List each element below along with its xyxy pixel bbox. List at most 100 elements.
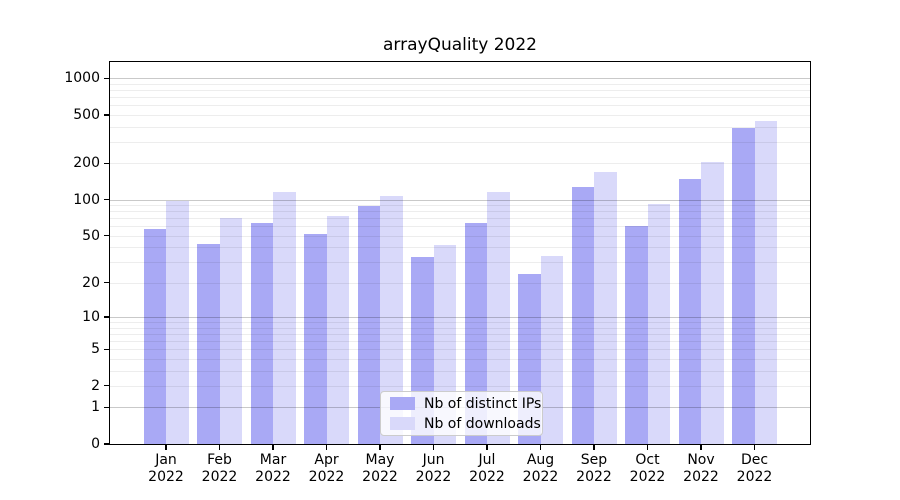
y-gridline-minor xyxy=(110,262,810,263)
y-gridline-minor xyxy=(110,115,810,116)
y-gridline-minor xyxy=(110,211,810,212)
y-tick-label: 5 xyxy=(42,340,100,358)
y-tick-label: 0 xyxy=(42,435,100,453)
y-tick-mark xyxy=(104,199,109,200)
x-tick-label-month: Mar xyxy=(243,452,303,469)
y-gridline-minor xyxy=(110,226,810,227)
y-gridline-minor xyxy=(110,105,810,106)
legend-label-downloads: Nb of downloads xyxy=(424,416,541,432)
x-tick-label-month: Feb xyxy=(190,452,250,469)
y-tick-label: 50 xyxy=(42,227,100,245)
y-gridline-minor xyxy=(110,371,810,372)
x-tick-label: Jun2022 xyxy=(404,452,464,485)
y-tick-label: 500 xyxy=(42,106,100,124)
y-gridline-minor xyxy=(110,349,810,350)
legend-swatch-downloads xyxy=(390,417,415,430)
x-tick-label-year: 2022 xyxy=(136,469,196,486)
x-tick-label-month: May xyxy=(350,452,410,469)
x-tick-label-year: 2022 xyxy=(350,469,410,486)
x-tick-mark xyxy=(540,445,541,450)
y-tick-mark xyxy=(104,385,109,386)
x-tick-mark xyxy=(593,445,594,450)
x-tick-mark xyxy=(326,445,327,450)
chart-title: arrayQuality 2022 xyxy=(110,35,810,55)
y-tick-mark xyxy=(104,407,109,408)
x-tick-label: Dec2022 xyxy=(725,452,785,485)
y-gridline-major xyxy=(110,78,810,79)
x-tick-label-month: Oct xyxy=(618,452,678,469)
x-tick-mark xyxy=(379,445,380,450)
x-tick-label-month: Dec xyxy=(725,452,785,469)
x-tick-label-month: Jan xyxy=(136,452,196,469)
y-gridline-minor xyxy=(110,283,810,284)
y-tick-label: 1000 xyxy=(42,69,100,87)
x-tick-label-year: 2022 xyxy=(618,469,678,486)
x-tick-label: Mar2022 xyxy=(243,452,303,485)
legend-swatch-distinct-ips xyxy=(390,397,415,410)
bar-distinct-ips-dec xyxy=(732,128,755,444)
x-tick-label: Apr2022 xyxy=(297,452,357,485)
x-tick-label: Sep2022 xyxy=(564,452,624,485)
legend: Nb of distinct IPs Nb of downloads xyxy=(380,391,543,436)
x-tick-label-year: 2022 xyxy=(725,469,785,486)
bar-downloads-nov xyxy=(701,162,724,444)
x-tick-label-month: Aug xyxy=(511,452,571,469)
x-tick-label: Aug2022 xyxy=(511,452,571,485)
y-tick-label: 20 xyxy=(42,274,100,292)
x-tick-mark xyxy=(219,445,220,450)
y-gridline-minor xyxy=(110,322,810,323)
x-tick-label-year: 2022 xyxy=(404,469,464,486)
x-tick-mark xyxy=(647,445,648,450)
x-tick-label-month: Sep xyxy=(564,452,624,469)
bar-downloads-sep xyxy=(594,172,617,444)
x-tick-mark xyxy=(754,445,755,450)
y-tick-label: 100 xyxy=(42,191,100,209)
x-tick-mark xyxy=(700,445,701,450)
y-gridline-minor xyxy=(110,84,810,85)
x-tick-label: May2022 xyxy=(350,452,410,485)
x-tick-label: Jul2022 xyxy=(457,452,517,485)
x-tick-label-month: Apr xyxy=(297,452,357,469)
x-tick-label-month: Jul xyxy=(457,452,517,469)
y-gridline-minor xyxy=(110,328,810,329)
bar-downloads-feb xyxy=(220,218,243,444)
x-tick-label-year: 2022 xyxy=(457,469,517,486)
y-tick-label: 200 xyxy=(42,154,100,172)
y-tick-mark xyxy=(104,78,109,79)
x-tick-label: Feb2022 xyxy=(190,452,250,485)
y-gridline-minor xyxy=(110,359,810,360)
plot-area: 10005002001005020105210Jan2022Feb2022Mar… xyxy=(110,62,810,444)
y-gridline-minor xyxy=(110,236,810,237)
bar-distinct-ips-feb xyxy=(197,244,220,444)
x-tick-label-year: 2022 xyxy=(671,469,731,486)
y-gridline-minor xyxy=(110,90,810,91)
x-tick-label-year: 2022 xyxy=(243,469,303,486)
y-gridline-minor xyxy=(110,205,810,206)
y-gridline-minor xyxy=(110,334,810,335)
y-tick-label: 1 xyxy=(42,398,100,416)
y-gridline-minor xyxy=(110,142,810,143)
x-tick-mark xyxy=(165,445,166,450)
y-gridline-major xyxy=(110,317,810,318)
y-gridline-minor xyxy=(110,247,810,248)
legend-label-distinct-ips: Nb of distinct IPs xyxy=(424,396,541,412)
x-tick-mark xyxy=(272,445,273,450)
x-tick-label-year: 2022 xyxy=(297,469,357,486)
x-tick-label-month: Jun xyxy=(404,452,464,469)
y-tick-mark xyxy=(104,114,109,115)
bar-downloads-apr xyxy=(327,216,350,444)
x-tick-label: Jan2022 xyxy=(136,452,196,485)
y-tick-mark xyxy=(104,316,109,317)
legend-row-distinct-ips: Nb of distinct IPs xyxy=(390,396,542,412)
y-tick-mark xyxy=(104,235,109,236)
x-tick-label-month: Nov xyxy=(671,452,731,469)
x-tick-label-year: 2022 xyxy=(564,469,624,486)
y-gridline-minor xyxy=(110,341,810,342)
y-gridline-minor xyxy=(110,127,810,128)
y-gridline-minor xyxy=(110,218,810,219)
y-tick-mark xyxy=(104,282,109,283)
y-tick-mark xyxy=(104,163,109,164)
y-tick-label: 10 xyxy=(42,308,100,326)
y-gridline-minor xyxy=(110,163,810,164)
x-tick-mark xyxy=(433,445,434,450)
